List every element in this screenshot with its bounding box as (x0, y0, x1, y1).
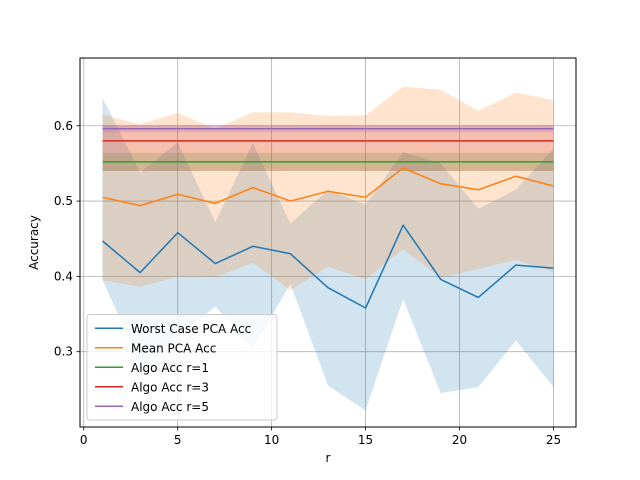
x-tick-label: 10 (264, 433, 279, 447)
legend-box (86, 314, 278, 421)
y-tick-label: 0.5 (54, 194, 73, 208)
series-1-band (102, 86, 554, 290)
series-0-line (102, 224, 554, 309)
legend: Worst Case PCA Acc Mean PCA Acc Algo Acc r… (86, 314, 278, 421)
y-axis-ticks: 0.3 0.4 0.5 0.6 (54, 119, 80, 359)
legend-label: Algo Acc r=1 (131, 361, 209, 375)
series-0-band (102, 97, 554, 411)
legend-label: Algo Acc r=5 (131, 400, 209, 414)
error-bands (102, 86, 554, 411)
y-axis-label: Accuracy (27, 215, 41, 270)
x-tick-label: 25 (546, 433, 561, 447)
x-axis-label: r (326, 451, 331, 465)
legend-label: Mean PCA Acc (131, 341, 216, 355)
legend-label: Algo Acc r=3 (131, 380, 209, 394)
x-axis-ticks: 0 5 10 15 20 25 (80, 427, 561, 447)
x-tick-label: 0 (80, 433, 88, 447)
y-tick-label: 0.6 (54, 119, 73, 133)
series-lines (102, 128, 554, 309)
plot-frame (79, 57, 577, 428)
x-tick-label: 15 (358, 433, 373, 447)
series-1-line (102, 167, 554, 207)
y-tick-label: 0.3 (54, 345, 73, 359)
series-3-band (102, 125, 554, 171)
y-tick-label: 0.4 (54, 269, 73, 283)
legend-label: Worst Case PCA Acc (131, 322, 251, 336)
x-tick-label: 20 (452, 433, 467, 447)
x-tick-label: 5 (174, 433, 182, 447)
